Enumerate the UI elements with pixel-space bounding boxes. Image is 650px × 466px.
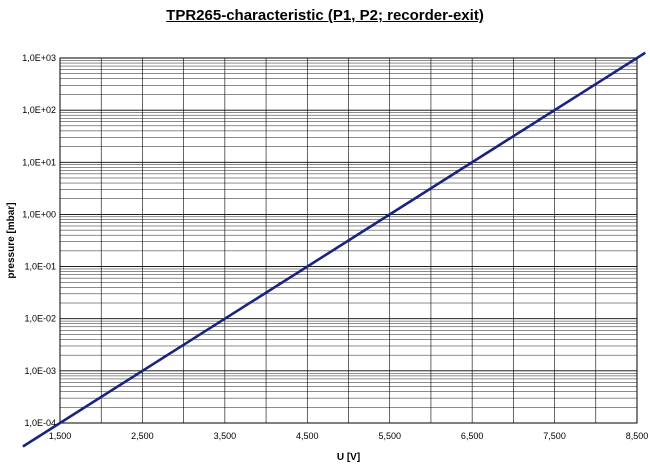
series-layer bbox=[22, 51, 646, 448]
y-tick-label: 1,0E+00 bbox=[22, 209, 56, 219]
y-axis-label: pressure [mbar] bbox=[6, 202, 17, 278]
x-tick-label: 7,500 bbox=[543, 431, 566, 441]
y-tick-label: 1,0E-01 bbox=[24, 262, 56, 272]
y-tick-label: 1,0E+03 bbox=[22, 53, 56, 63]
y-axis-ticks: 1,0E-04 1,0E-03 1,0E-02 1,0E-01 1,0E+00 1,0E+… bbox=[22, 53, 56, 428]
x-axis-ticks: 1,500 2,500 3,500 4,500 5,500 6,500 7,500 8,500 bbox=[49, 431, 649, 441]
x-tick-label: 2,500 bbox=[131, 431, 154, 441]
x-axis-label: U [V] bbox=[337, 452, 360, 463]
x-tick-label: 3,500 bbox=[214, 431, 237, 441]
y-tick-label: 1,0E-03 bbox=[24, 366, 56, 376]
x-tick-label: 4,500 bbox=[296, 431, 319, 441]
x-tick-label: 6,500 bbox=[461, 431, 484, 441]
y-tick-label: 1,0E-02 bbox=[24, 314, 56, 324]
y-tick-label: 1,0E+01 bbox=[22, 157, 56, 167]
y-tick-label: 1,0E-04 bbox=[24, 418, 56, 428]
x-tick-label: 1,500 bbox=[49, 431, 72, 441]
chart-title: TPR265-characteristic (P1, P2; recorder-… bbox=[166, 7, 484, 24]
y-tick-label: 1,0E+02 bbox=[22, 105, 56, 115]
x-tick-label: 5,500 bbox=[378, 431, 401, 441]
x-tick-label: 8,500 bbox=[626, 431, 649, 441]
plot-frame bbox=[59, 57, 638, 424]
series-line bbox=[22, 51, 646, 448]
grid bbox=[59, 58, 638, 424]
